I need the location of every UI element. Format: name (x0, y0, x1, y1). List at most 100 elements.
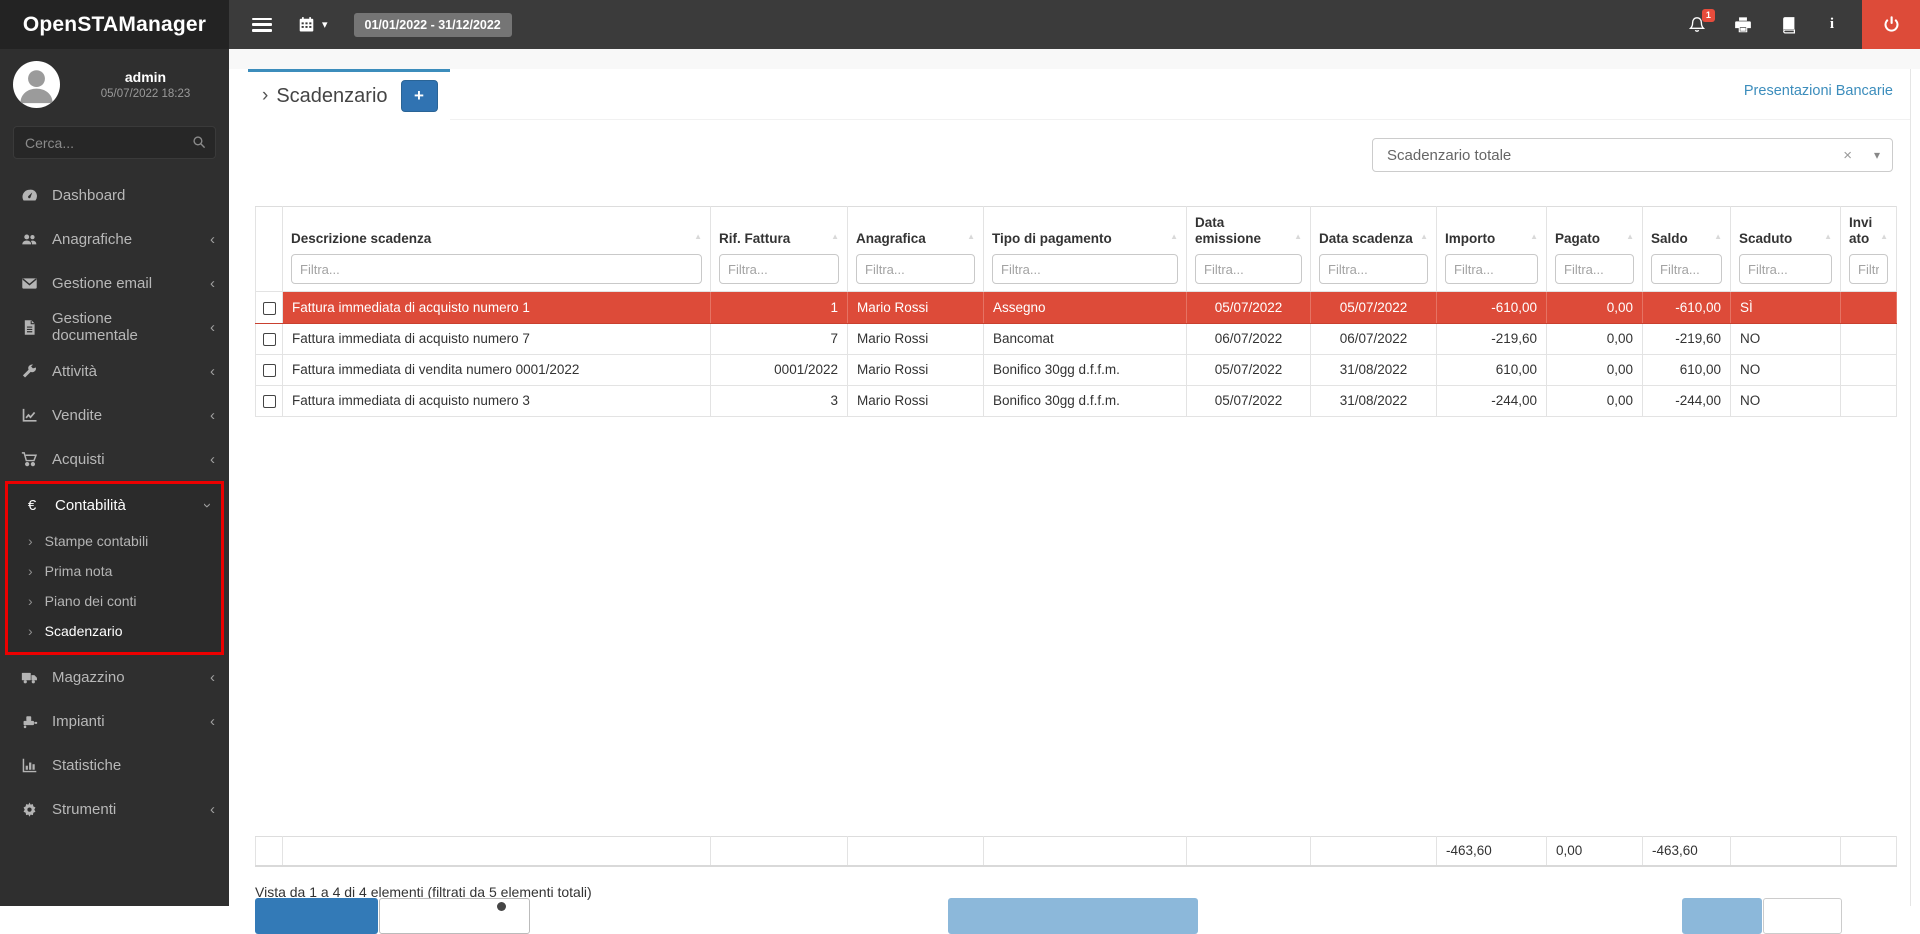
sidebar-subitem-prima-nota[interactable]: › Prima nota (8, 556, 221, 586)
column-header[interactable]: Importo▲ (1437, 207, 1547, 292)
filter-input-data-scadenza[interactable] (1319, 254, 1428, 284)
column-header[interactable]: Scaduto▲ (1731, 207, 1841, 292)
clear-icon[interactable]: × (1843, 147, 1852, 164)
sidebar-subitem-stampe-contabili[interactable]: › Stampe contabili (8, 526, 221, 556)
envelope-icon (19, 275, 39, 292)
filter-input-tipo-pagamento[interactable] (992, 254, 1178, 284)
chevron-left-icon: ‹ (210, 407, 215, 424)
sidebar-item-label: Gestione email (52, 275, 197, 292)
sidebar-item-label: Dashboard (52, 187, 215, 204)
column-header[interactable]: Inviato▲ (1841, 207, 1897, 292)
scadenzario-filter-select[interactable]: Scadenzario totale × ▾ (1372, 138, 1893, 172)
column-header[interactable]: Tipo di pagamento▲ (984, 207, 1187, 292)
sidebar-item-vendite[interactable]: Vendite ‹ (0, 393, 229, 437)
filter-input-scaduto[interactable] (1739, 254, 1832, 284)
power-icon (1882, 15, 1901, 34)
sort-icon: ▲ (1530, 229, 1538, 247)
filter-input-rif-fattura[interactable] (719, 254, 839, 284)
sort-icon: ▲ (1824, 229, 1832, 247)
sidebar-item-strumenti[interactable]: Strumenti ‹ (0, 787, 229, 831)
app-logo: OpenSTAManager (0, 0, 229, 49)
sidebar-item-attivita[interactable]: Attività ‹ (0, 349, 229, 393)
sidebar-item-dashboard[interactable]: Dashboard (0, 173, 229, 217)
chevron-right-icon: › (262, 85, 268, 107)
logout-button[interactable] (1862, 0, 1920, 49)
column-header[interactable]: Data scadenza▲ (1311, 207, 1437, 292)
sidebar-item-contabilita[interactable]: € Contabilità › (8, 484, 221, 526)
print-button[interactable] (1734, 16, 1752, 34)
filter-input-descrizione[interactable] (291, 254, 702, 284)
calendar-dropdown[interactable]: ▾ (298, 16, 328, 33)
row-checkbox[interactable] (263, 302, 276, 315)
sidebar-item-statistiche[interactable]: Statistiche (0, 743, 229, 787)
column-header[interactable]: Pagato▲ (1547, 207, 1643, 292)
sort-icon: ▲ (1294, 229, 1302, 247)
chevron-right-icon: › (28, 533, 33, 549)
pagination-next-button[interactable] (1763, 898, 1842, 934)
caret-down-icon[interactable]: ▾ (1874, 148, 1880, 162)
column-header[interactable]: Descrizione scadenza▲ (283, 207, 711, 292)
caret-down-icon: ▾ (322, 18, 328, 31)
row-checkbox[interactable] (263, 364, 276, 377)
sidebar-item-impianti[interactable]: Impianti ‹ (0, 699, 229, 743)
add-record-button[interactable]: + (401, 80, 438, 112)
row-checkbox[interactable] (263, 333, 276, 346)
sidebar-subitem-scadenzario[interactable]: › Scadenzario (8, 616, 221, 646)
top-bar: OpenSTAManager ▾ 01/01/2022 - 31/12/2022… (0, 0, 1920, 49)
presentazioni-bancarie-link[interactable]: Presentazioni Bancarie (1744, 83, 1893, 99)
totals-row: -463,60 0,00 -463,60 (255, 836, 1897, 868)
filter-input-pagato[interactable] (1555, 254, 1634, 284)
bulk-action-dropdown[interactable] (379, 898, 530, 934)
notifications-button[interactable]: 1 (1688, 16, 1706, 34)
column-header[interactable]: Rif. Fattura▲ (711, 207, 848, 292)
tab-scadenzario[interactable]: › Scadenzario + (248, 69, 450, 120)
sidebar-item-label: Attività (52, 363, 197, 380)
sidebar-item-magazzino[interactable]: Magazzino ‹ (0, 655, 229, 699)
sort-icon: ▲ (1420, 229, 1428, 247)
sidebar-subitem-piano-dei-conti[interactable]: › Piano dei conti (8, 586, 221, 616)
filter-input-inviato[interactable] (1849, 254, 1888, 284)
sort-icon: ▲ (1880, 229, 1888, 247)
date-range-badge[interactable]: 01/01/2022 - 31/12/2022 (354, 13, 512, 37)
notification-count-badge: 1 (1702, 9, 1715, 22)
sort-icon: ▲ (967, 229, 975, 247)
pagination-page-button[interactable] (1682, 898, 1762, 934)
sidebar-item-gestione-documentale[interactable]: Gestione documentale ‹ (0, 305, 229, 349)
chevron-right-icon: › (28, 563, 33, 579)
search-icon[interactable] (192, 135, 206, 149)
total-saldo: -463,60 (1643, 836, 1731, 866)
column-header[interactable]: Data emissione▲ (1187, 207, 1311, 292)
page-title: Scadenzario (276, 85, 387, 108)
user-panel: admin 05/07/2022 18:23 (0, 49, 229, 118)
login-timestamp: 05/07/2022 18:23 (101, 88, 191, 100)
docs-button[interactable] (1780, 16, 1798, 34)
avatar[interactable] (13, 61, 60, 108)
about-button[interactable]: i (1826, 16, 1838, 33)
search-input[interactable] (13, 126, 216, 159)
sidebar-item-label: Strumenti (52, 801, 197, 818)
filter-input-importo[interactable] (1445, 254, 1538, 284)
chevron-right-icon: › (28, 623, 33, 639)
filter-input-data-emissione[interactable] (1195, 254, 1302, 284)
sidebar-item-gestione-email[interactable]: Gestione email ‹ (0, 261, 229, 305)
filter-input-anagrafica[interactable] (856, 254, 975, 284)
sidebar: admin 05/07/2022 18:23 Dashboard Anagraf… (0, 49, 229, 906)
column-header[interactable]: Anagrafica▲ (848, 207, 984, 292)
bulk-action-button[interactable] (255, 898, 378, 934)
sidebar-item-anagrafiche[interactable]: Anagrafiche ‹ (0, 217, 229, 261)
total-pagato: 0,00 (1547, 836, 1643, 866)
table-row[interactable]: Fattura immediata di vendita numero 0001… (256, 354, 1897, 385)
sort-icon: ▲ (694, 229, 702, 247)
sidebar-toggle-icon[interactable] (252, 18, 272, 32)
printer-icon (1734, 16, 1752, 34)
row-checkbox[interactable] (263, 395, 276, 408)
sidebar-item-acquisti[interactable]: Acquisti ‹ (0, 437, 229, 481)
sort-icon: ▲ (831, 229, 839, 247)
column-header[interactable]: Saldo▲ (1643, 207, 1731, 292)
filter-input-saldo[interactable] (1651, 254, 1722, 284)
scadenzario-table: Descrizione scadenza▲ Rif. Fattura▲ Anag… (255, 206, 1896, 867)
pagination-button[interactable] (948, 898, 1198, 934)
